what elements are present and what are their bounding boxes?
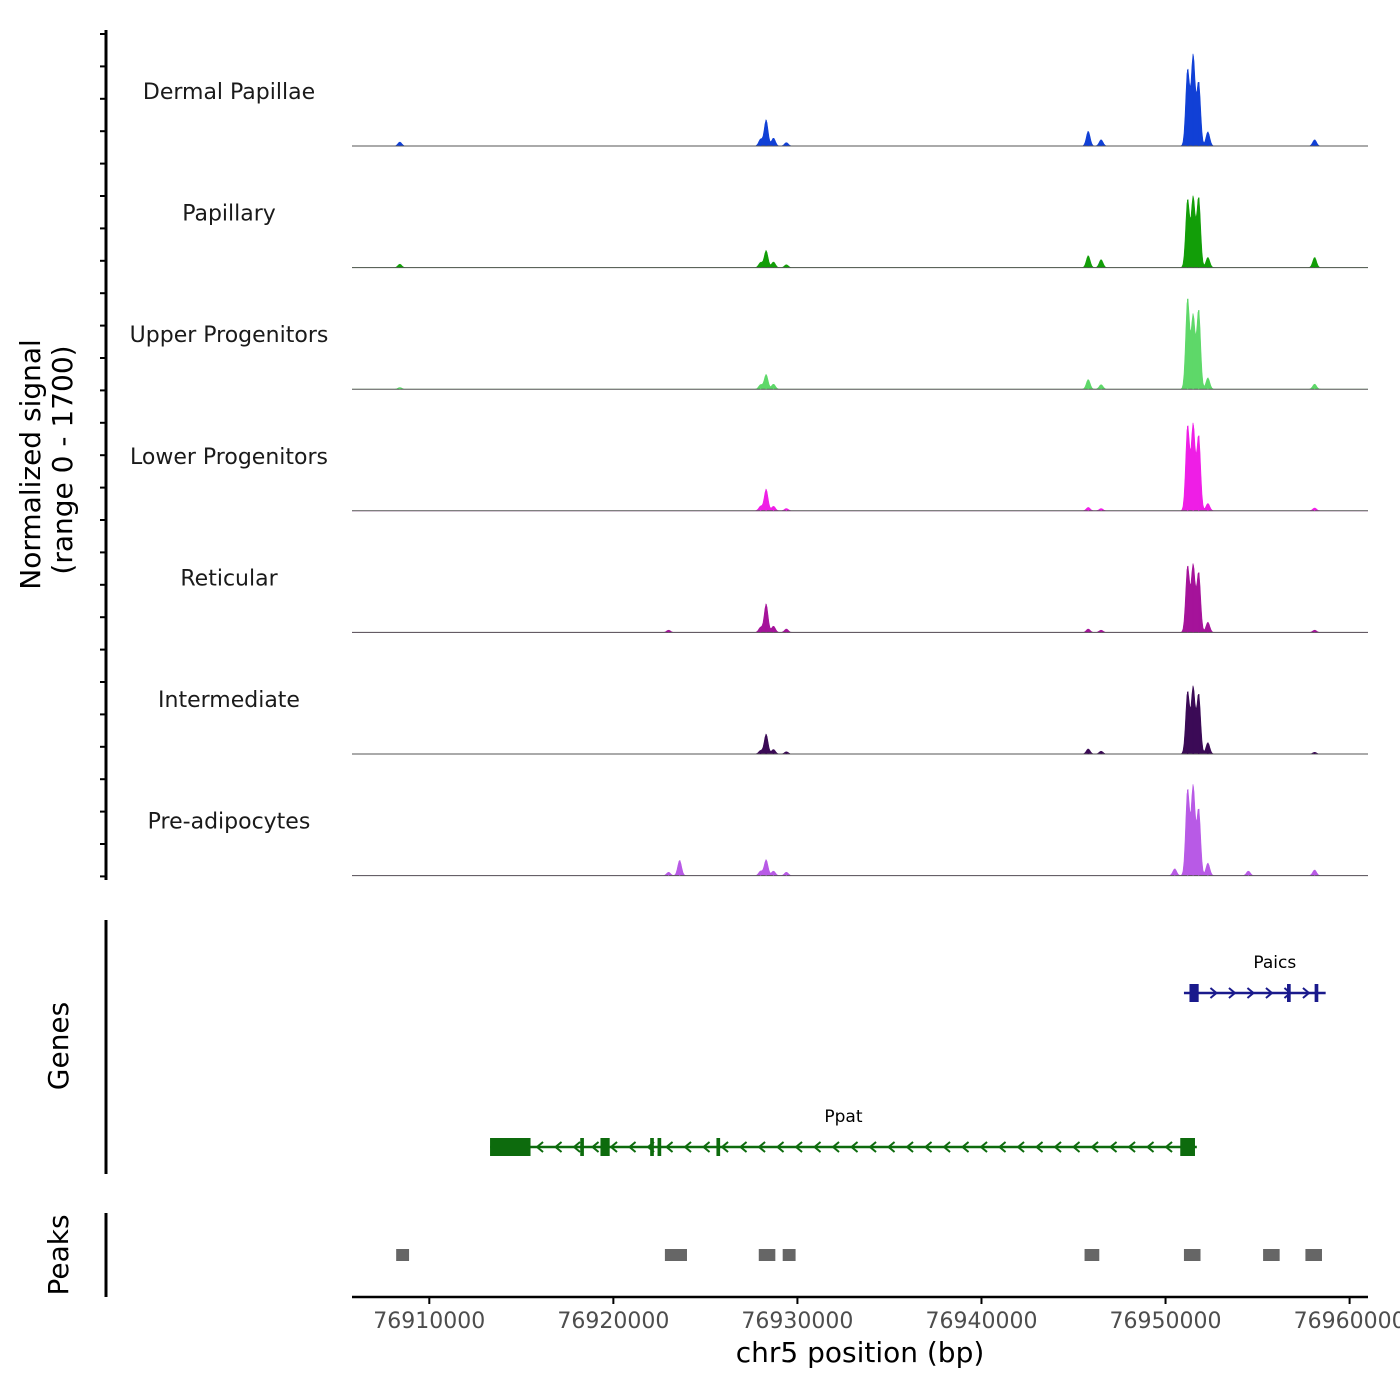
genes-panel: Genes Paics Ppat xyxy=(42,920,1326,1174)
peak-region xyxy=(1263,1249,1280,1261)
gene-strand-chevron xyxy=(1016,1141,1025,1153)
gene-strand-chevron xyxy=(1209,987,1219,999)
coverage-y-axis-title-line1: Normalized signal xyxy=(14,339,47,590)
gene-exon xyxy=(1287,984,1291,1002)
gene-exon xyxy=(650,1138,654,1156)
coverage-panel: Normalized signal (range 0 - 1700) Derma… xyxy=(14,30,1368,880)
x-axis: 76910000 76920000 76930000 76940000 76950000… xyxy=(352,1295,1400,1369)
track-label: Lower Progenitors xyxy=(130,445,328,470)
track-label: Pre-adipocytes xyxy=(148,810,311,835)
coverage-y-axis-title: Normalized signal (range 0 - 1700) xyxy=(14,330,79,589)
peak-region xyxy=(758,1249,776,1261)
gene-strand-chevron xyxy=(923,1141,933,1153)
gene-strand-chevron xyxy=(572,1141,581,1153)
x-axis-ticks: 76910000 76920000 76930000 76940000 76950000… xyxy=(373,1297,1400,1334)
gene-strand-chevron xyxy=(1265,987,1274,999)
gene-label: Ppat xyxy=(824,1107,862,1127)
track-label: Upper Progenitors xyxy=(130,323,329,348)
gene-strand-chevron xyxy=(1246,987,1256,999)
gene-strand-chevron xyxy=(1053,1141,1062,1153)
track-label: Intermediate xyxy=(158,688,300,713)
gene-strand-chevron xyxy=(905,1141,914,1153)
coverage-track-lower-progenitors: Lower Progenitors xyxy=(130,422,1368,512)
gene-paics: Paics xyxy=(1183,953,1326,1002)
coverage-track-pre-adipocytes: Pre-adipocytes xyxy=(148,784,1368,877)
gene-strand-chevron xyxy=(886,1141,896,1153)
gene-models: Paics Ppat xyxy=(490,953,1326,1156)
coverage-track-intermediate: Intermediate xyxy=(158,685,1368,755)
gene-strand-chevron xyxy=(701,1141,711,1153)
gene-strand-chevron xyxy=(812,1141,822,1153)
peak-region xyxy=(782,1249,796,1261)
gene-strand-chevron xyxy=(757,1141,766,1153)
coverage-track-papillary: Papillary xyxy=(182,195,1368,269)
x-tick-label: 76940000 xyxy=(925,1309,1037,1334)
coverage-tracks: Dermal Papillae Papillary Upper Progenitor… xyxy=(130,53,1368,877)
gene-strand-chevron xyxy=(1071,1141,1081,1153)
gene-strand-chevron xyxy=(535,1141,544,1153)
coverage-track-dermal-papillae: Dermal Papillae xyxy=(143,53,1368,147)
gene-strand-chevron xyxy=(1145,1141,1155,1153)
gene-exon xyxy=(1314,984,1319,1002)
gene-strand-chevron xyxy=(942,1141,951,1153)
gene-label: Paics xyxy=(1253,953,1296,973)
gene-strand-chevron xyxy=(1127,1141,1136,1153)
peak-region xyxy=(1183,1249,1201,1261)
gene-strand-chevron xyxy=(831,1141,840,1153)
peak-region xyxy=(396,1249,410,1261)
coverage-track-reticular: Reticular xyxy=(180,563,1368,633)
x-tick-label: 76930000 xyxy=(741,1309,853,1334)
gene-strand-chevron xyxy=(720,1141,729,1153)
peak-region xyxy=(664,1249,687,1261)
x-tick-label: 76910000 xyxy=(373,1309,485,1334)
track-label: Dermal Papillae xyxy=(143,80,315,105)
gene-exon xyxy=(657,1138,662,1156)
x-tick-label: 76950000 xyxy=(1110,1309,1222,1334)
gene-strand-chevron xyxy=(997,1141,1007,1153)
peak-region xyxy=(1084,1249,1100,1261)
gene-strand-chevron xyxy=(1108,1141,1118,1153)
gene-strand-chevron xyxy=(1302,987,1311,999)
gene-strand-chevron xyxy=(590,1141,600,1153)
peak-regions xyxy=(396,1249,1322,1261)
gene-exon xyxy=(716,1138,721,1156)
gene-strand-chevron xyxy=(609,1141,618,1153)
genes-y-axis-title: Genes xyxy=(42,1002,75,1090)
gene-strand-chevron xyxy=(775,1141,785,1153)
gene-exon xyxy=(1189,984,1199,1002)
peaks-panel: Peaks xyxy=(42,1213,1322,1297)
track-label: Reticular xyxy=(180,566,278,591)
gene-strand-chevron xyxy=(553,1141,563,1153)
gene-strand-chevron xyxy=(849,1141,859,1153)
gene-strand-chevron xyxy=(1034,1141,1044,1153)
gene-strand-chevron xyxy=(960,1141,970,1153)
gene-strand-chevron xyxy=(627,1141,637,1153)
coverage-y-ticks xyxy=(100,33,106,878)
x-tick-label: 76960000 xyxy=(1294,1309,1400,1334)
gene-strand-chevron xyxy=(979,1141,988,1153)
gene-exon xyxy=(1180,1138,1195,1156)
gene-exon xyxy=(600,1138,610,1156)
gene-strand-chevron xyxy=(683,1141,692,1153)
gene-ppat: Ppat xyxy=(490,1107,1197,1156)
gene-strand-chevron xyxy=(738,1141,748,1153)
gene-exon xyxy=(580,1138,584,1156)
x-tick-label: 76920000 xyxy=(557,1309,669,1334)
peak-region xyxy=(1305,1249,1322,1261)
gene-strand-chevron xyxy=(1090,1141,1099,1153)
coverage-track-upper-progenitors: Upper Progenitors xyxy=(130,298,1368,390)
gene-strand-chevron xyxy=(1164,1141,1173,1153)
coverage-y-axis-title-line2: (range 0 - 1700) xyxy=(46,345,79,574)
track-label: Papillary xyxy=(182,202,276,227)
x-axis-title: chr5 position (bp) xyxy=(736,1336,985,1369)
gene-strand-chevron xyxy=(868,1141,877,1153)
gene-strand-chevron xyxy=(664,1141,674,1153)
peaks-y-axis-title: Peaks xyxy=(42,1214,75,1295)
gene-exon xyxy=(490,1138,531,1156)
gene-strand-chevron xyxy=(794,1141,803,1153)
gene-strand-chevron xyxy=(1228,987,1237,999)
